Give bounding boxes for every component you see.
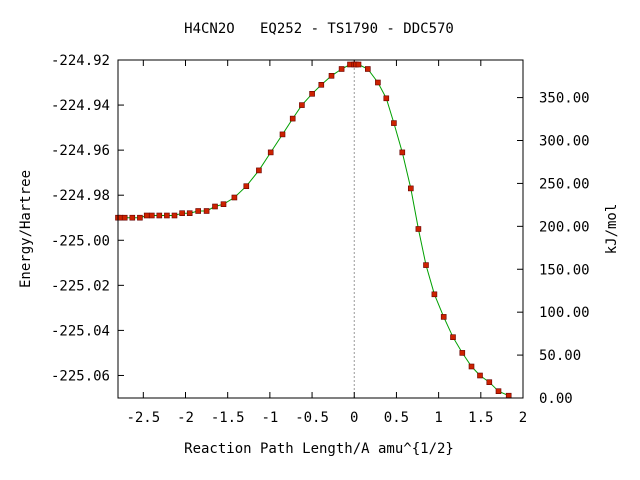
- y-tick-label: -224.94: [51, 98, 110, 114]
- data-point: [195, 208, 201, 214]
- data-point: [171, 212, 178, 219]
- y2-tick-label: 50.00: [539, 348, 581, 364]
- data-point: [299, 102, 305, 108]
- y2-tick-label: 0.00: [539, 391, 573, 407]
- data-point: [256, 167, 262, 174]
- x-tick-label: 0.5: [384, 410, 409, 426]
- data-point: [415, 226, 422, 232]
- data-point: [391, 120, 397, 126]
- data-point: [364, 66, 371, 72]
- chart-title: H4CN2O EQ252 - TS1790 - DDC570: [184, 21, 454, 37]
- data-point: [407, 185, 414, 192]
- data-point: [383, 95, 390, 102]
- data-point: [440, 314, 447, 320]
- y-tick-label: -225.00: [51, 233, 110, 249]
- data-point: [495, 388, 502, 395]
- data-point: [186, 210, 193, 216]
- y-tick-label: -224.92: [51, 53, 110, 69]
- x-tick-label: 1.5: [468, 410, 493, 426]
- y2-tick-label: 350.00: [539, 91, 590, 107]
- data-point: [212, 203, 218, 210]
- data-point: [505, 392, 512, 399]
- data-point: [121, 214, 128, 221]
- data-point: [129, 214, 136, 221]
- data-point: [477, 372, 483, 379]
- data-point: [143, 212, 150, 219]
- data-point: [149, 212, 155, 219]
- data-point: [318, 82, 325, 88]
- y2-tick-label: 200.00: [539, 219, 590, 235]
- data-point: [179, 210, 185, 216]
- y-tick-label: -225.06: [51, 368, 110, 384]
- data-point: [431, 291, 438, 298]
- x-tick-label: -0.5: [295, 410, 329, 426]
- y2-tick-label: 150.00: [539, 262, 590, 278]
- energy-curve: [118, 64, 509, 397]
- x-tick-label: 2: [519, 410, 527, 426]
- data-point: [355, 61, 362, 68]
- data-point: [267, 149, 274, 156]
- data-point: [328, 73, 335, 79]
- data-point: [164, 212, 170, 219]
- data-point: [309, 91, 315, 97]
- x-tick-label: -1: [261, 410, 278, 426]
- y-axis-label: Energy/Hartree: [18, 170, 34, 288]
- data-point: [220, 201, 227, 207]
- data-point: [279, 131, 286, 138]
- y-tick-label: -225.04: [51, 323, 110, 339]
- x-tick-label: 0: [350, 410, 358, 426]
- data-point: [289, 115, 296, 122]
- data-point: [399, 149, 406, 156]
- x-axis-label: Reaction Path Length/A amu^{1/2}: [184, 441, 454, 457]
- data-point: [243, 183, 250, 189]
- data-point: [486, 379, 493, 386]
- y2-axis-label: kJ/mol: [604, 204, 620, 255]
- y2-tick-label: 300.00: [539, 134, 590, 150]
- data-point: [423, 262, 429, 268]
- data-point: [338, 66, 345, 72]
- data-point: [459, 350, 466, 356]
- data-point: [468, 363, 475, 370]
- plot-frame: [117, 59, 524, 399]
- data-point: [231, 194, 238, 201]
- data-point: [156, 212, 163, 219]
- data-point: [203, 208, 210, 214]
- y2-tick-label: 250.00: [539, 176, 590, 192]
- y-tick-label: -225.02: [51, 278, 110, 294]
- y-tick-label: -224.98: [51, 188, 110, 204]
- x-tick-label: -2: [177, 410, 194, 426]
- x-tick-label: -2.5: [126, 410, 160, 426]
- x-tick-label: 1: [434, 410, 442, 426]
- y-tick-label: -224.96: [51, 143, 110, 159]
- data-point: [450, 334, 456, 341]
- data-point: [375, 79, 381, 86]
- y2-tick-label: 100.00: [539, 305, 590, 321]
- x-tick-label: -1.5: [211, 410, 245, 426]
- data-point: [137, 214, 143, 221]
